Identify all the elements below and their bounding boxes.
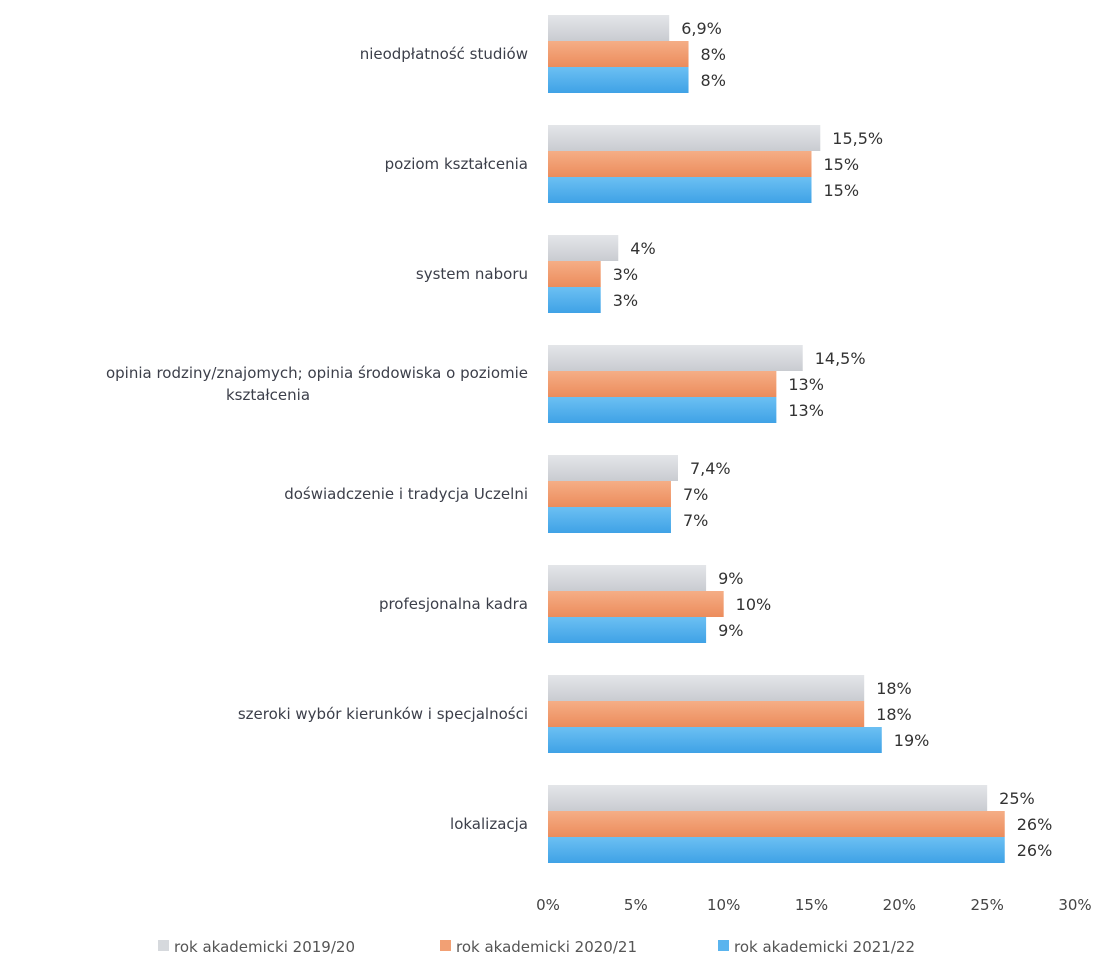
data-label: 7,4% xyxy=(690,459,731,478)
bar-3 xyxy=(548,837,1005,863)
category-group: 9% 10% 9% xyxy=(548,565,771,643)
data-label: 25% xyxy=(999,789,1035,808)
data-label: 26% xyxy=(1017,841,1053,860)
data-label: 18% xyxy=(876,679,912,698)
data-label: 18% xyxy=(876,705,912,724)
x-tick-label: 10% xyxy=(707,896,740,914)
data-label: 15,5% xyxy=(832,129,883,148)
x-tick-label: 25% xyxy=(970,896,1003,914)
category-group: 4% 3% 3% xyxy=(548,235,656,313)
legend-item: rok akademicki 2019/20 xyxy=(158,938,355,956)
category-label: nieodpłatność studiów xyxy=(360,45,528,63)
bar-1 xyxy=(548,235,619,261)
data-label: 7% xyxy=(683,511,708,530)
bar-3 xyxy=(548,727,882,753)
bar-1 xyxy=(548,345,803,371)
category-group: 14,5% 13% 13% xyxy=(548,345,866,423)
data-label: 10% xyxy=(736,595,772,614)
bar-2 xyxy=(548,151,812,177)
data-label: 14,5% xyxy=(815,349,866,368)
bar-1 xyxy=(548,125,821,151)
data-label: 9% xyxy=(718,569,743,588)
bar-1 xyxy=(548,565,707,591)
category-label: opinia rodziny/znajomych; opinia środowi… xyxy=(106,364,528,382)
legend-label: rok akademicki 2019/20 xyxy=(174,938,355,956)
category-label: poziom kształcenia xyxy=(385,155,528,173)
legend-label: rok akademicki 2021/22 xyxy=(734,938,915,956)
data-label: 19% xyxy=(894,731,930,750)
data-label: 9% xyxy=(718,621,743,640)
data-label: 4% xyxy=(630,239,655,258)
bar-2 xyxy=(548,41,689,67)
category-group: 7,4% 7% 7% xyxy=(548,455,731,533)
bar-1 xyxy=(548,15,670,41)
legend-swatch xyxy=(440,940,451,951)
x-tick-label: 5% xyxy=(624,896,648,914)
legend-swatch xyxy=(158,940,169,951)
data-label: 8% xyxy=(701,71,726,90)
legend-item: rok akademicki 2021/22 xyxy=(718,938,915,956)
x-axis: 0% 5% 10% 15% 20% 25% 30% xyxy=(536,896,1092,914)
category-label: doświadczenie i tradycja Uczelni xyxy=(284,485,528,503)
category-label: lokalizacja xyxy=(450,815,528,833)
data-label: 13% xyxy=(788,401,824,420)
bar-2 xyxy=(548,811,1005,837)
data-label: 8% xyxy=(701,45,726,64)
data-label: 26% xyxy=(1017,815,1053,834)
bar-2 xyxy=(548,261,601,287)
bar-3 xyxy=(548,177,812,203)
bar-3 xyxy=(548,617,707,643)
legend-label: rok akademicki 2020/21 xyxy=(456,938,637,956)
category-group: 25% 26% 26% xyxy=(548,785,1052,863)
category-label: profesjonalna kadra xyxy=(379,595,528,613)
x-tick-label: 20% xyxy=(883,896,916,914)
bars-layer: 6,9% 8% 8% 15,5% 15% 15% 4% 3% 3% 14,5% 13% 13% 7,4%… xyxy=(548,15,1052,863)
bar-3 xyxy=(548,507,671,533)
category-label: kształcenia xyxy=(226,386,310,404)
data-label: 15% xyxy=(824,181,860,200)
bar-3 xyxy=(548,397,777,423)
category-label: system naboru xyxy=(416,265,528,283)
legend-item: rok akademicki 2020/21 xyxy=(440,938,637,956)
legend: rok akademicki 2019/20 rok akademicki 202… xyxy=(158,938,915,956)
category-labels: nieodpłatność studiów poziom kształcenia s… xyxy=(106,45,528,833)
x-tick-label: 30% xyxy=(1058,896,1091,914)
legend-swatch xyxy=(718,940,729,951)
category-label: szeroki wybór kierunków i specjalności xyxy=(238,705,528,723)
bar-1 xyxy=(548,785,988,811)
data-label: 13% xyxy=(788,375,824,394)
data-label: 15% xyxy=(824,155,860,174)
data-label: 7% xyxy=(683,485,708,504)
bar-3 xyxy=(548,67,689,93)
category-group: 6,9% 8% 8% xyxy=(548,15,726,93)
data-label: 6,9% xyxy=(681,19,722,38)
x-tick-label: 15% xyxy=(795,896,828,914)
bar-3 xyxy=(548,287,601,313)
bar-1 xyxy=(548,455,678,481)
bar-2 xyxy=(548,481,671,507)
category-group: 15,5% 15% 15% xyxy=(548,125,883,203)
data-label: 3% xyxy=(613,265,638,284)
x-tick-label: 0% xyxy=(536,896,560,914)
data-label: 3% xyxy=(613,291,638,310)
bar-1 xyxy=(548,675,865,701)
bar-2 xyxy=(548,371,777,397)
bar-2 xyxy=(548,591,724,617)
category-group: 18% 18% 19% xyxy=(548,675,929,753)
bar-2 xyxy=(548,701,865,727)
